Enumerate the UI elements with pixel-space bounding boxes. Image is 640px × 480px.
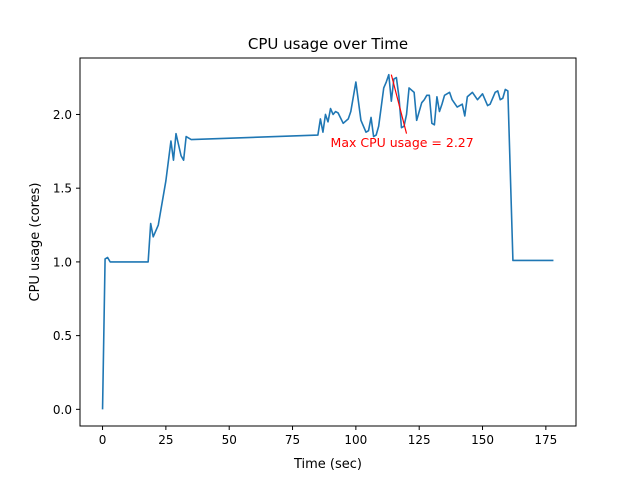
x-tick-label: 175 [534,433,557,447]
x-tick-label: 25 [158,433,173,447]
x-tick-label: 0 [99,433,107,447]
y-tick-label: 2.0 [53,108,72,122]
annotation-arrow [390,74,408,134]
y-axis-label: CPU usage (cores) [28,183,43,302]
x-tick-label: 75 [285,433,300,447]
y-tick-label: 0.0 [53,403,72,417]
y-tick-label: 1.5 [53,182,72,196]
x-axis-label: Time (sec) [293,457,362,472]
y-axis-ticks: 0.0 0.5 1.0 1.5 2.0 [53,108,80,417]
annotation-label: Max CPU usage = 2.27 [331,135,474,150]
x-axis-ticks: 0 25 50 75 100 125 150 175 [99,426,557,447]
y-tick-label: 0.5 [53,329,72,343]
x-tick-label: 125 [408,433,431,447]
cpu-usage-series-line [101,73,554,410]
plot-area [79,57,577,427]
x-tick-label: 100 [344,433,367,447]
x-tick-label: 50 [222,433,237,447]
x-tick-label: 150 [471,433,494,447]
chart-title: CPU usage over Time [248,35,408,53]
y-tick-label: 1.0 [53,255,72,269]
